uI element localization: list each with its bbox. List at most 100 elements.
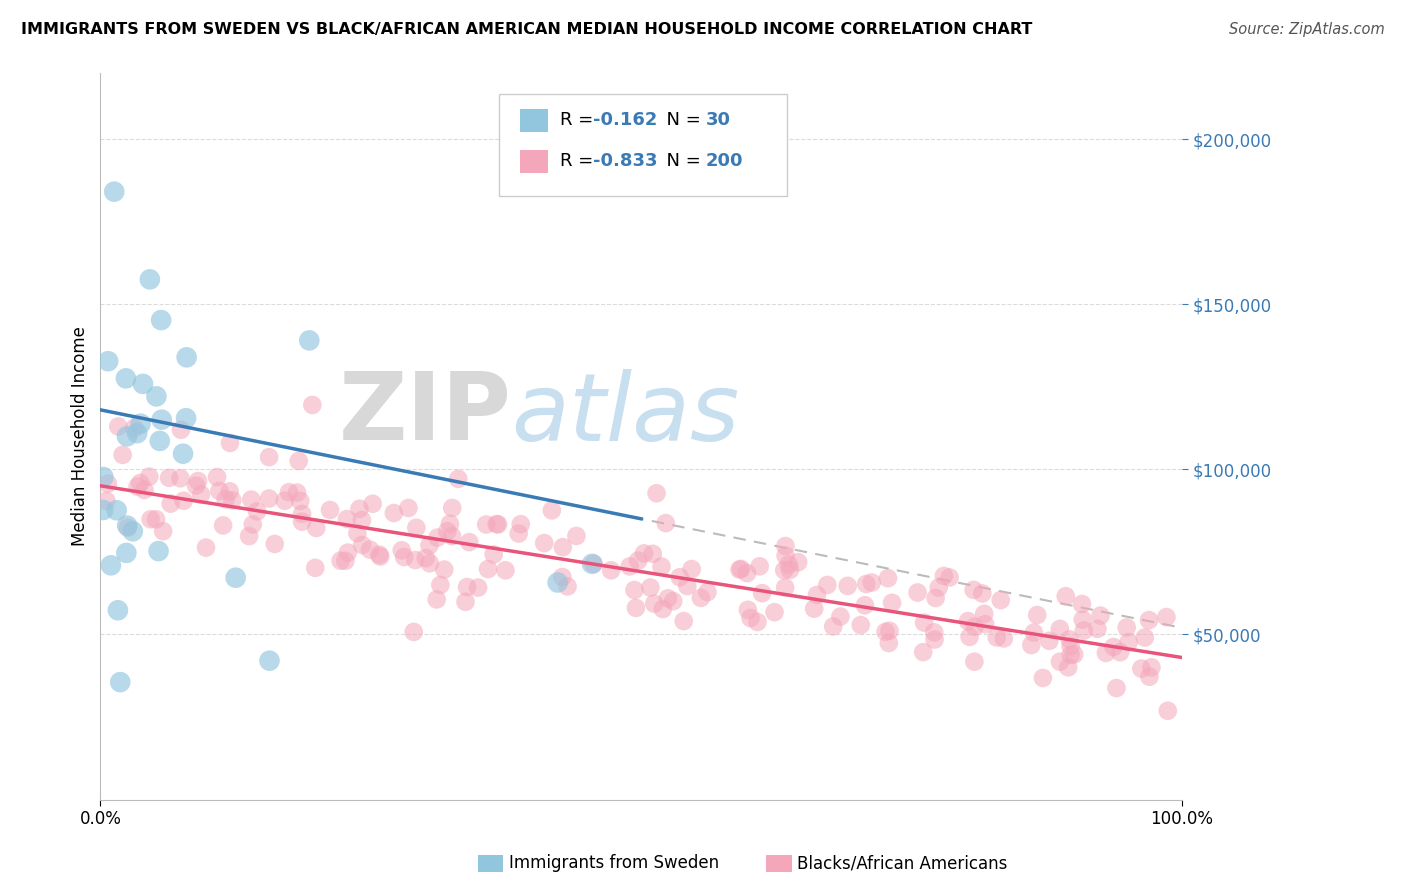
- Point: [645, 486, 668, 500]
- Point: [215, 492, 238, 507]
- Point: [619, 559, 641, 574]
- Point: [350, 513, 373, 527]
- Point: [875, 624, 897, 639]
- Point: [290, 494, 312, 508]
- Point: [139, 512, 162, 526]
- Point: [218, 484, 240, 499]
- Point: [285, 485, 308, 500]
- Point: [773, 581, 796, 595]
- Point: [392, 549, 415, 564]
- Point: [972, 586, 994, 600]
- Point: [159, 497, 181, 511]
- Point: [482, 548, 505, 562]
- Point: [257, 450, 280, 464]
- Point: [928, 581, 950, 595]
- Point: [676, 579, 699, 593]
- Point: [1060, 648, 1083, 662]
- Point: [600, 563, 623, 577]
- Point: [494, 563, 516, 577]
- Point: [426, 592, 449, 607]
- Point: [439, 516, 461, 531]
- Point: [150, 412, 173, 426]
- Point: [97, 476, 120, 491]
- Point: [187, 474, 209, 488]
- Point: [319, 503, 342, 517]
- Point: [912, 615, 935, 630]
- Text: Blacks/African Americans: Blacks/African Americans: [797, 855, 1008, 872]
- Point: [103, 185, 125, 199]
- Point: [806, 588, 828, 602]
- Point: [1087, 622, 1109, 636]
- Point: [124, 421, 146, 435]
- Point: [173, 493, 195, 508]
- Point: [990, 593, 1012, 607]
- Point: [849, 618, 872, 632]
- Point: [624, 600, 647, 615]
- Point: [1118, 635, 1140, 649]
- Point: [219, 436, 242, 450]
- Point: [1059, 632, 1081, 647]
- Point: [830, 609, 852, 624]
- Point: [633, 546, 655, 560]
- Point: [932, 569, 955, 583]
- Point: [121, 524, 143, 539]
- Point: [477, 562, 499, 576]
- Point: [149, 434, 172, 448]
- Text: Source: ZipAtlas.com: Source: ZipAtlas.com: [1229, 22, 1385, 37]
- Point: [737, 603, 759, 617]
- Point: [115, 546, 138, 560]
- Point: [956, 614, 979, 628]
- Point: [540, 503, 562, 517]
- Point: [1090, 608, 1112, 623]
- Point: [1059, 639, 1081, 653]
- Point: [509, 517, 531, 532]
- Point: [1021, 638, 1043, 652]
- Point: [773, 563, 796, 577]
- Point: [508, 526, 530, 541]
- Point: [467, 581, 489, 595]
- Point: [681, 562, 703, 576]
- Point: [1130, 662, 1153, 676]
- Point: [169, 471, 191, 485]
- Point: [728, 563, 751, 577]
- Point: [877, 571, 900, 585]
- Point: [787, 555, 810, 569]
- Point: [1157, 704, 1180, 718]
- Point: [110, 675, 132, 690]
- Point: [368, 548, 391, 562]
- Point: [298, 334, 321, 348]
- Text: N =: N =: [655, 112, 713, 129]
- Point: [672, 614, 695, 628]
- Point: [278, 485, 301, 500]
- Point: [779, 563, 801, 577]
- Point: [973, 607, 995, 621]
- Point: [91, 503, 114, 517]
- Point: [551, 540, 574, 554]
- Point: [565, 529, 588, 543]
- Point: [855, 577, 877, 591]
- Point: [623, 582, 645, 597]
- Point: [152, 524, 174, 538]
- Point: [860, 575, 883, 590]
- Point: [922, 625, 945, 640]
- Point: [880, 596, 903, 610]
- Point: [557, 579, 579, 593]
- Point: [107, 419, 129, 434]
- Point: [97, 354, 120, 368]
- Point: [907, 585, 929, 599]
- Point: [352, 538, 374, 552]
- Point: [654, 516, 676, 530]
- Point: [815, 578, 838, 592]
- Point: [184, 478, 207, 492]
- Text: ZIP: ZIP: [339, 368, 512, 460]
- Point: [454, 595, 477, 609]
- Point: [662, 594, 685, 608]
- Point: [145, 512, 167, 526]
- Point: [1115, 620, 1137, 634]
- Point: [1133, 631, 1156, 645]
- Point: [993, 632, 1015, 646]
- Point: [1057, 660, 1080, 674]
- Point: [382, 506, 405, 520]
- Point: [138, 469, 160, 483]
- Point: [304, 561, 326, 575]
